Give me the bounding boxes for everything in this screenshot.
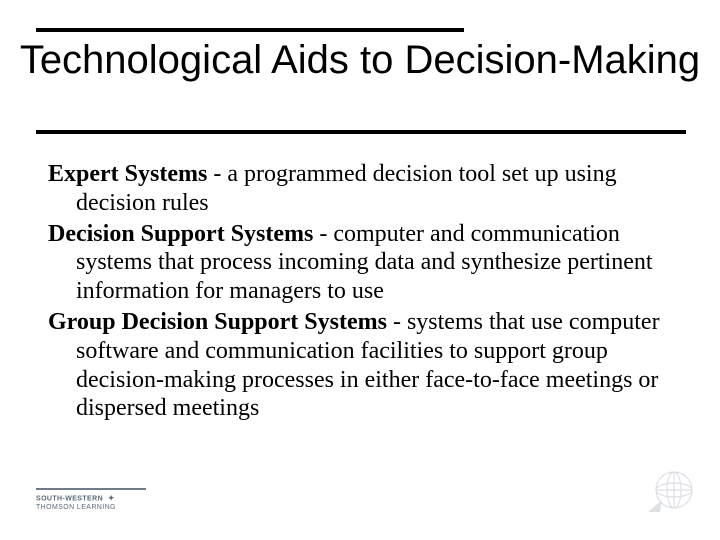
footer-sub: THOMSON LEARNING xyxy=(36,504,116,511)
term: Expert Systems xyxy=(48,161,207,187)
entry-group-decision-support: Group Decision Support Systems - systems… xyxy=(48,308,668,423)
star-icon: ✦ xyxy=(107,493,115,504)
footer-text: SOUTH-WESTERN ✦ THOMSON LEARNING xyxy=(36,493,146,512)
slide-title: Technological Aids to Decision-Making xyxy=(0,38,720,82)
term: Group Decision Support Systems xyxy=(48,309,387,335)
top-rule xyxy=(36,28,464,32)
footer-brand: SOUTH-WESTERN xyxy=(36,495,103,502)
footer-rule xyxy=(36,488,146,490)
slide: Technological Aids to Decision-Making Ex… xyxy=(0,0,720,540)
title-underline xyxy=(36,130,686,134)
publisher-footer: SOUTH-WESTERN ✦ THOMSON LEARNING xyxy=(36,488,146,512)
globe-icon xyxy=(640,460,700,520)
entry-expert-systems: Expert Systems - a programmed decision t… xyxy=(48,160,668,218)
body-text: Expert Systems - a programmed decision t… xyxy=(48,160,668,425)
term: Decision Support Systems xyxy=(48,221,313,247)
entry-decision-support: Decision Support Systems - computer and … xyxy=(48,220,668,306)
